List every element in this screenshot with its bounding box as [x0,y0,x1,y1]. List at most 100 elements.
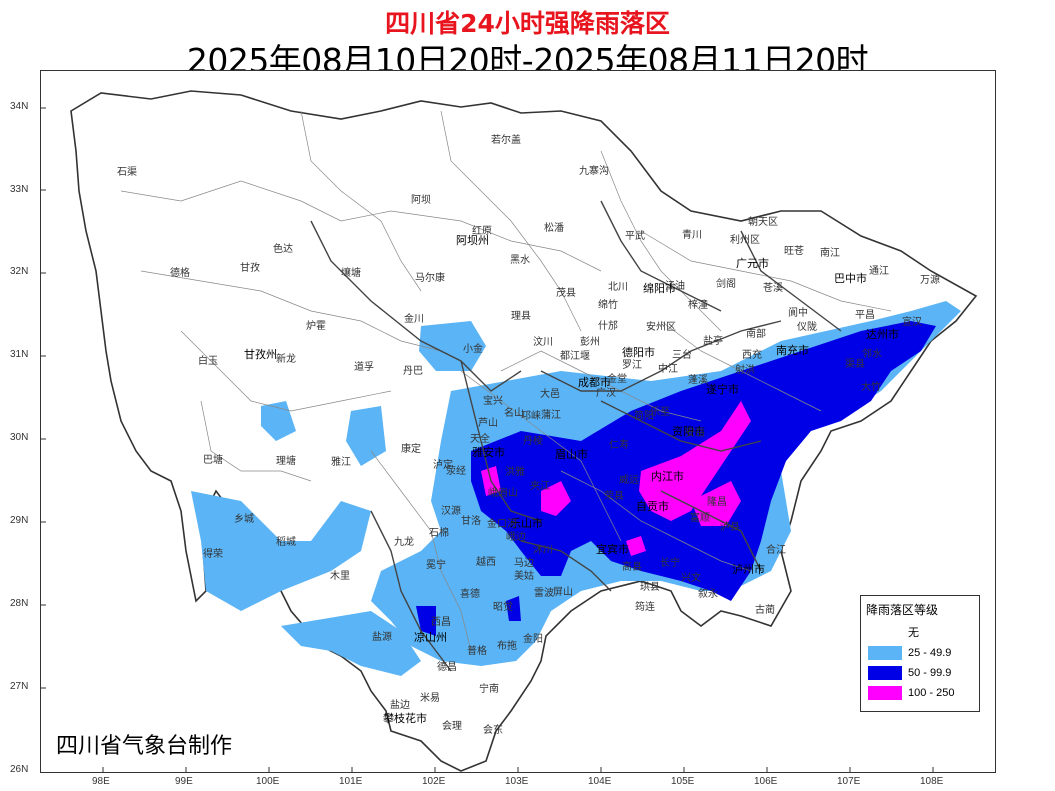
city-label: 南充市 [776,344,809,357]
lon-label: 102E [422,776,446,787]
city-label: 自贡市 [636,500,669,513]
city-label: 巴中市 [834,272,867,285]
place-label: 简阳 [634,411,654,422]
place-label: 什邡 [598,321,618,332]
place-label: 昭觉 [493,602,513,613]
place-label: 白玉 [198,356,218,367]
place-label: 筠连 [635,602,655,613]
place-label: 普格 [467,646,487,657]
lat-label: 27N [10,681,29,692]
place-label: 南江 [820,248,840,259]
place-label: 甘洛 [461,516,481,527]
place-label: 洪雅 [505,467,525,478]
place-label: 理塘 [276,456,296,467]
place-label: 名山 [504,408,524,419]
city-label: 甘孜州 [244,348,277,361]
place-label: 道孚 [354,362,374,373]
legend: 降雨落区等级 无 25 - 49.9 50 - 99.9 100 - 250 [860,595,980,712]
place-label: 金口河 [487,519,517,530]
place-label: 广汉 [596,388,616,399]
legend-item: 50 - 99.9 [868,666,978,680]
place-label: 彭州 [580,337,600,348]
place-label: 会理 [442,721,462,732]
city-label: 资阳市 [672,425,705,438]
place-label: 万源 [920,275,940,286]
place-label: 乐至 [650,407,670,418]
lon-label: 104E [588,776,612,787]
place-label: 射洪 [735,365,755,376]
place-label: 盐边 [390,700,410,711]
place-label: 邻水 [862,349,882,360]
place-label: 峨眉山 [488,488,518,499]
lon-label: 106E [754,776,778,787]
graticule-ticks [41,107,934,772]
place-label: 青川 [682,230,702,241]
lon-label: 105E [671,776,695,787]
lat-label: 32N [10,266,29,277]
place-label: 九寨沟 [579,166,609,177]
city-label: 遂宁市 [706,383,739,396]
place-label: 仁寿 [609,440,629,451]
place-label: 金阳 [523,634,543,645]
lon-label: 103E [505,776,529,787]
place-label: 邛崃 [521,411,541,422]
place-label: 阆中 [788,308,808,319]
city-label: 德阳市 [622,346,655,359]
place-label: 泸定 [433,460,453,471]
city-label: 绵阳市 [643,282,676,295]
place-label: 旺苍 [784,246,804,257]
place-label: 利州区 [730,235,760,246]
lon-label: 107E [837,776,861,787]
place-label: 丹巴 [403,366,423,377]
place-label: 仪陇 [797,322,817,333]
place-label: 隆昌 [707,497,727,508]
place-label: 大邑 [540,389,560,400]
place-label: 中江 [658,364,678,375]
place-label: 木里 [330,571,350,582]
place-label: 天全 [470,434,490,445]
place-label: 若尔盖 [491,135,521,146]
place-label: 平武 [625,231,645,242]
map-frame [40,70,996,773]
place-label: 得荣 [203,549,223,560]
place-label: 三台 [672,350,692,361]
place-label: 汉源 [441,506,461,517]
city-label: 凉山州 [414,631,447,644]
place-label: 雷波 [534,588,554,599]
credit-label: 四川省气象台制作 [56,734,233,759]
place-label: 都江堰 [560,351,590,362]
place-label: 会东 [483,725,503,736]
place-label: 威远 [619,475,639,486]
lat-label: 31N [10,349,29,360]
city-label: 成都市 [578,376,611,389]
city-label: 广元市 [736,257,769,270]
lon-label: 101E [339,776,363,787]
place-label: 马尔康 [415,273,445,284]
place-label: 安州区 [646,322,676,333]
place-label: 金堂 [607,374,627,385]
place-label: 江油 [665,281,685,292]
place-label: 越西 [476,557,496,568]
city-label: 攀枝花市 [383,712,427,725]
place-label: 红原 [472,226,492,237]
lat-label: 33N [10,184,29,195]
place-label: 剑阁 [716,279,736,290]
place-label: 苍溪 [763,283,783,294]
place-label: 宁南 [479,684,499,695]
place-label: 安岳 [685,428,705,439]
place-label: 色达 [273,244,293,255]
place-label: 汶川 [533,337,553,348]
lon-label: 99E [175,776,193,787]
place-label: 马边 [514,558,534,569]
place-label: 荥经 [446,466,466,477]
legend-label: 50 - 99.9 [908,667,952,679]
place-label: 康定 [401,444,421,455]
place-label: 荣县 [604,491,624,502]
legend-item: 无 [868,626,978,640]
legend-swatch [868,666,902,680]
lon-label: 108E [920,776,944,787]
place-label: 壤塘 [341,268,361,279]
place-label: 冕宁 [426,560,446,571]
place-label: 阿坝 [411,195,431,206]
city-label: 眉山市 [555,448,588,461]
